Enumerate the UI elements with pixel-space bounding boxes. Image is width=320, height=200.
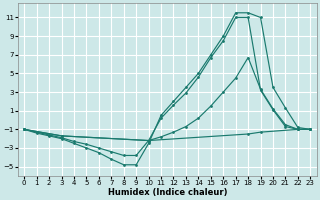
X-axis label: Humidex (Indice chaleur): Humidex (Indice chaleur): [108, 188, 227, 197]
